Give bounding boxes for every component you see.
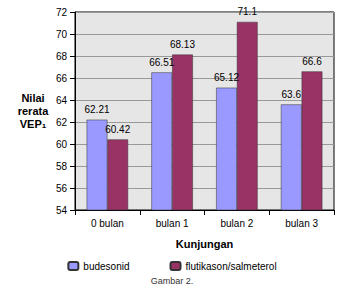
svg-text:bulan 2: bulan 2: [220, 218, 253, 229]
svg-text:60.42: 60.42: [105, 124, 130, 135]
svg-text:63.6: 63.6: [282, 89, 302, 100]
svg-text:66: 66: [56, 73, 68, 84]
svg-text:62.21: 62.21: [84, 104, 109, 115]
svg-text:bulan 3: bulan 3: [285, 218, 318, 229]
svg-text:71.1: 71.1: [238, 6, 258, 17]
svg-text:66.6: 66.6: [302, 56, 322, 67]
svg-text:70: 70: [56, 29, 68, 40]
svg-text:60: 60: [56, 139, 68, 150]
svg-text:68: 68: [56, 51, 68, 62]
svg-text:budesonid: budesonid: [83, 261, 129, 272]
svg-text:bulan 1: bulan 1: [156, 218, 189, 229]
svg-text:Gambar 2.: Gambar 2.: [151, 276, 194, 286]
svg-text:flutikason/salmeterol: flutikason/salmeterol: [186, 261, 277, 272]
svg-text:rerata: rerata: [18, 105, 49, 117]
svg-text:62: 62: [56, 117, 68, 128]
svg-text:0 bulan: 0 bulan: [91, 218, 124, 229]
svg-text:64: 64: [56, 95, 68, 106]
svg-text:54: 54: [56, 205, 68, 216]
svg-text:VEP₁: VEP₁: [20, 118, 47, 130]
svg-text:65.12: 65.12: [214, 72, 239, 83]
svg-text:Kunjungan: Kunjungan: [176, 238, 234, 250]
svg-text:66.51: 66.51: [149, 57, 174, 68]
svg-text:68.13: 68.13: [170, 39, 195, 50]
svg-text:Nilai: Nilai: [21, 92, 44, 104]
svg-text:58: 58: [56, 161, 68, 172]
svg-text:72: 72: [56, 7, 68, 18]
svg-text:56: 56: [56, 183, 68, 194]
